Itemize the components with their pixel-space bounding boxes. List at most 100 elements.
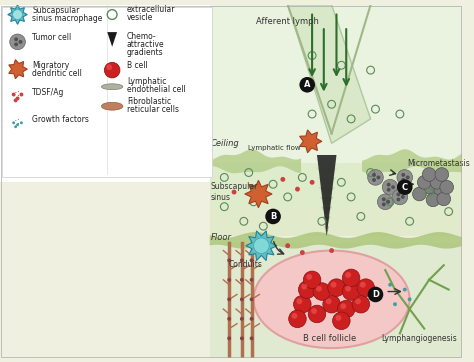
Polygon shape bbox=[320, 197, 334, 207]
Polygon shape bbox=[288, 5, 371, 143]
Circle shape bbox=[250, 278, 254, 282]
Circle shape bbox=[342, 283, 360, 300]
Circle shape bbox=[14, 125, 17, 128]
Text: Tumor cell: Tumor cell bbox=[32, 33, 72, 42]
Circle shape bbox=[326, 298, 332, 304]
Circle shape bbox=[16, 123, 19, 126]
Text: vesicle: vesicle bbox=[127, 13, 153, 22]
Circle shape bbox=[19, 93, 23, 97]
Circle shape bbox=[422, 168, 436, 181]
Circle shape bbox=[406, 176, 410, 180]
Circle shape bbox=[10, 34, 25, 50]
Circle shape bbox=[337, 300, 355, 318]
Text: sinus macrophage: sinus macrophage bbox=[32, 14, 102, 23]
Circle shape bbox=[387, 188, 391, 191]
Text: reticular cells: reticular cells bbox=[127, 105, 179, 114]
Polygon shape bbox=[316, 168, 338, 177]
Text: dendritic cell: dendritic cell bbox=[32, 68, 82, 77]
Polygon shape bbox=[317, 177, 337, 187]
FancyBboxPatch shape bbox=[210, 5, 462, 207]
Text: TDSF/Ag: TDSF/Ag bbox=[32, 88, 64, 97]
Circle shape bbox=[310, 180, 315, 185]
Circle shape bbox=[308, 305, 326, 323]
Circle shape bbox=[250, 258, 254, 262]
Circle shape bbox=[396, 198, 401, 201]
Text: Migratory: Migratory bbox=[32, 61, 69, 70]
Circle shape bbox=[401, 195, 405, 199]
Circle shape bbox=[437, 192, 451, 206]
Circle shape bbox=[360, 282, 366, 288]
Circle shape bbox=[340, 303, 346, 309]
Circle shape bbox=[227, 317, 231, 321]
Circle shape bbox=[281, 177, 285, 182]
Circle shape bbox=[368, 287, 383, 302]
Circle shape bbox=[401, 173, 405, 177]
Text: Lymphatic flow: Lymphatic flow bbox=[248, 145, 301, 151]
Circle shape bbox=[382, 202, 386, 206]
Text: D: D bbox=[372, 290, 379, 299]
Circle shape bbox=[329, 248, 334, 253]
FancyBboxPatch shape bbox=[210, 163, 462, 236]
Circle shape bbox=[13, 10, 22, 20]
Polygon shape bbox=[323, 216, 331, 226]
FancyBboxPatch shape bbox=[2, 7, 211, 177]
Polygon shape bbox=[107, 32, 117, 47]
Text: Conduits: Conduits bbox=[228, 260, 262, 269]
Circle shape bbox=[345, 272, 351, 278]
Circle shape bbox=[372, 173, 376, 177]
Text: attractive: attractive bbox=[127, 40, 164, 49]
Text: Subscapular
sinus: Subscapular sinus bbox=[210, 182, 258, 202]
Circle shape bbox=[313, 283, 331, 300]
Circle shape bbox=[333, 312, 350, 329]
Text: A: A bbox=[304, 80, 310, 89]
Circle shape bbox=[403, 288, 407, 291]
Circle shape bbox=[388, 283, 392, 287]
Circle shape bbox=[434, 183, 447, 197]
Circle shape bbox=[345, 286, 351, 291]
Circle shape bbox=[227, 336, 231, 340]
Circle shape bbox=[18, 40, 22, 44]
Text: Fibroblastic: Fibroblastic bbox=[127, 97, 171, 106]
Circle shape bbox=[397, 180, 412, 195]
Circle shape bbox=[378, 292, 383, 296]
Text: Afferent lymph: Afferent lymph bbox=[256, 17, 319, 25]
Text: B cell: B cell bbox=[127, 61, 147, 70]
Circle shape bbox=[14, 42, 18, 46]
Circle shape bbox=[355, 298, 361, 304]
Circle shape bbox=[240, 317, 244, 321]
Polygon shape bbox=[319, 187, 335, 197]
Text: Lymphatic: Lymphatic bbox=[127, 77, 166, 87]
Circle shape bbox=[232, 190, 237, 194]
Text: ·:: ·: bbox=[14, 116, 21, 126]
Circle shape bbox=[240, 298, 244, 301]
Circle shape bbox=[289, 310, 306, 328]
Circle shape bbox=[387, 183, 391, 186]
Circle shape bbox=[104, 62, 120, 78]
Circle shape bbox=[293, 295, 311, 313]
Text: Subcapsular: Subcapsular bbox=[32, 6, 80, 15]
Circle shape bbox=[430, 176, 444, 189]
Polygon shape bbox=[246, 231, 277, 261]
Text: ·:: ·: bbox=[14, 88, 21, 98]
Circle shape bbox=[352, 295, 370, 313]
Text: Growth factors: Growth factors bbox=[32, 115, 89, 125]
FancyBboxPatch shape bbox=[0, 5, 215, 182]
Text: Lymphangiogenesis: Lymphangiogenesis bbox=[382, 334, 457, 343]
Circle shape bbox=[342, 269, 360, 287]
Circle shape bbox=[408, 298, 411, 301]
Polygon shape bbox=[8, 5, 27, 24]
Circle shape bbox=[397, 170, 412, 185]
Circle shape bbox=[323, 295, 340, 313]
Circle shape bbox=[426, 193, 440, 207]
Circle shape bbox=[376, 176, 380, 180]
Circle shape bbox=[227, 258, 231, 262]
Circle shape bbox=[392, 189, 408, 205]
Circle shape bbox=[331, 282, 337, 288]
Circle shape bbox=[382, 197, 386, 201]
Circle shape bbox=[16, 97, 19, 100]
Circle shape bbox=[300, 250, 305, 255]
Polygon shape bbox=[321, 207, 332, 216]
Circle shape bbox=[285, 243, 290, 248]
Text: B cell follicle: B cell follicle bbox=[303, 334, 356, 343]
Circle shape bbox=[306, 274, 312, 280]
